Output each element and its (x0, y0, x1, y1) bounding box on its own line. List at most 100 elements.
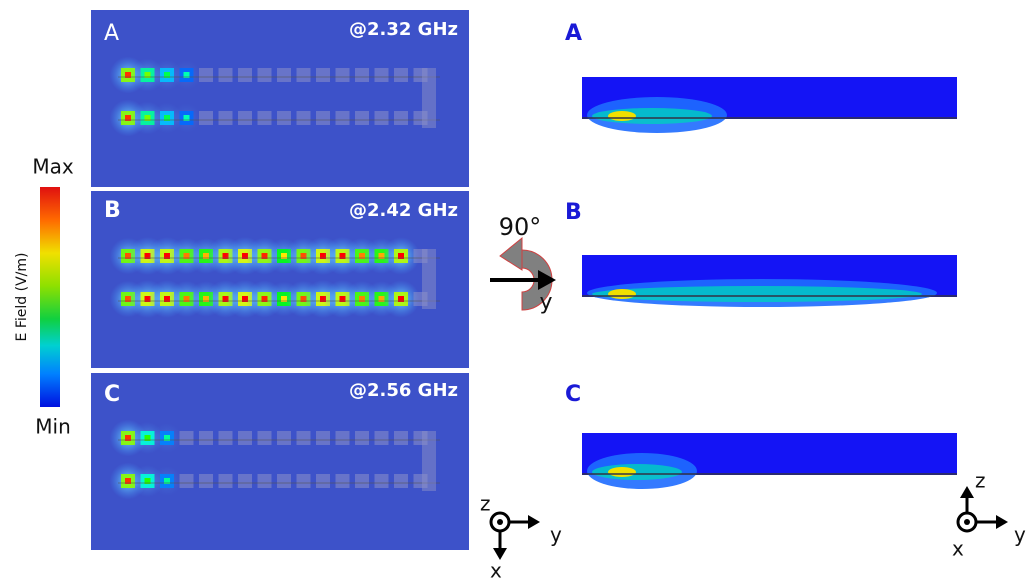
rotation-icon (490, 236, 556, 311)
axes-icon (956, 486, 1008, 533)
cell (218, 68, 233, 82)
cell-core (125, 253, 131, 259)
axes-icon (489, 511, 540, 560)
cell (277, 68, 291, 82)
ground (422, 68, 436, 128)
cell-core (203, 296, 209, 302)
cell (374, 68, 389, 82)
cell-core (261, 253, 268, 259)
field-glow (592, 464, 682, 480)
cell-core (125, 296, 131, 302)
cell (355, 474, 369, 488)
colorbar-label: E Field (V/m) (14, 253, 30, 342)
cell-core (125, 435, 131, 441)
cell (355, 68, 369, 82)
cell-core (144, 296, 151, 302)
cell (218, 431, 233, 445)
cell-core (164, 296, 170, 302)
rotation-angle: 90° (499, 213, 542, 241)
cell-core (183, 296, 190, 302)
cell-core (261, 296, 268, 302)
cell-core (144, 435, 151, 441)
ground (422, 249, 436, 309)
cell-core (183, 72, 190, 78)
cell-core (203, 253, 209, 259)
cell-core (125, 72, 131, 78)
frequency: @2.56 GHz (349, 380, 458, 401)
side-views (582, 77, 957, 489)
cell (199, 431, 213, 445)
cell (355, 431, 369, 445)
cell-core (164, 72, 170, 78)
cell (179, 431, 194, 445)
cell-core (300, 253, 307, 259)
cell (277, 474, 291, 488)
cell (199, 68, 213, 82)
field-panel (91, 10, 469, 187)
cell (316, 68, 330, 82)
cell (238, 111, 252, 125)
cell (218, 474, 233, 488)
frequency: @2.42 GHz (349, 200, 458, 221)
cell-core (359, 296, 365, 302)
cell (394, 68, 408, 82)
cell (257, 68, 272, 82)
cell (316, 431, 330, 445)
cell-core (242, 253, 248, 259)
panel-label: C (104, 382, 120, 407)
cell (257, 474, 272, 488)
axis-label: y (550, 523, 562, 547)
rotation-axis: y (539, 290, 552, 315)
field-core (608, 289, 636, 299)
cell-core (144, 115, 151, 121)
field-core (608, 467, 636, 477)
cell (257, 111, 272, 125)
colorbar-min: Min (35, 415, 71, 439)
cell (374, 474, 389, 488)
panel-label: A (104, 21, 119, 46)
top-views (91, 10, 469, 550)
ground (422, 431, 436, 491)
cell-core (359, 253, 365, 259)
side-label: A (565, 21, 582, 46)
cell (335, 474, 350, 488)
cell-core (300, 296, 307, 302)
side-label: B (565, 200, 582, 225)
cell (199, 474, 213, 488)
cell (238, 68, 252, 82)
cell-core (183, 115, 190, 121)
panel-label: B (104, 198, 121, 223)
cell-core (144, 478, 151, 484)
cell-core (125, 115, 131, 121)
cell (296, 474, 311, 488)
cell-core (320, 296, 326, 302)
cell (277, 431, 291, 445)
cell-core (378, 296, 385, 302)
cell (374, 431, 389, 445)
axis-label: x (952, 537, 964, 561)
cell-core (222, 253, 229, 259)
cell (199, 111, 213, 125)
cell (238, 474, 252, 488)
cell-core (144, 72, 151, 78)
cell (316, 111, 330, 125)
cell-core (339, 296, 346, 302)
cell (316, 474, 330, 488)
cell (374, 111, 389, 125)
axis-label: z (480, 492, 491, 516)
cell (296, 111, 311, 125)
side-label: C (565, 382, 581, 407)
cell-core (281, 253, 287, 259)
cell-core (125, 478, 131, 484)
field-glow (592, 286, 922, 302)
field-panel (91, 191, 469, 368)
cell-core (164, 253, 170, 259)
cell-core (398, 253, 404, 259)
field-core (608, 111, 636, 121)
cell (296, 431, 311, 445)
cell (218, 111, 233, 125)
cell (277, 111, 291, 125)
colorbar (40, 187, 60, 407)
cell (238, 431, 252, 445)
